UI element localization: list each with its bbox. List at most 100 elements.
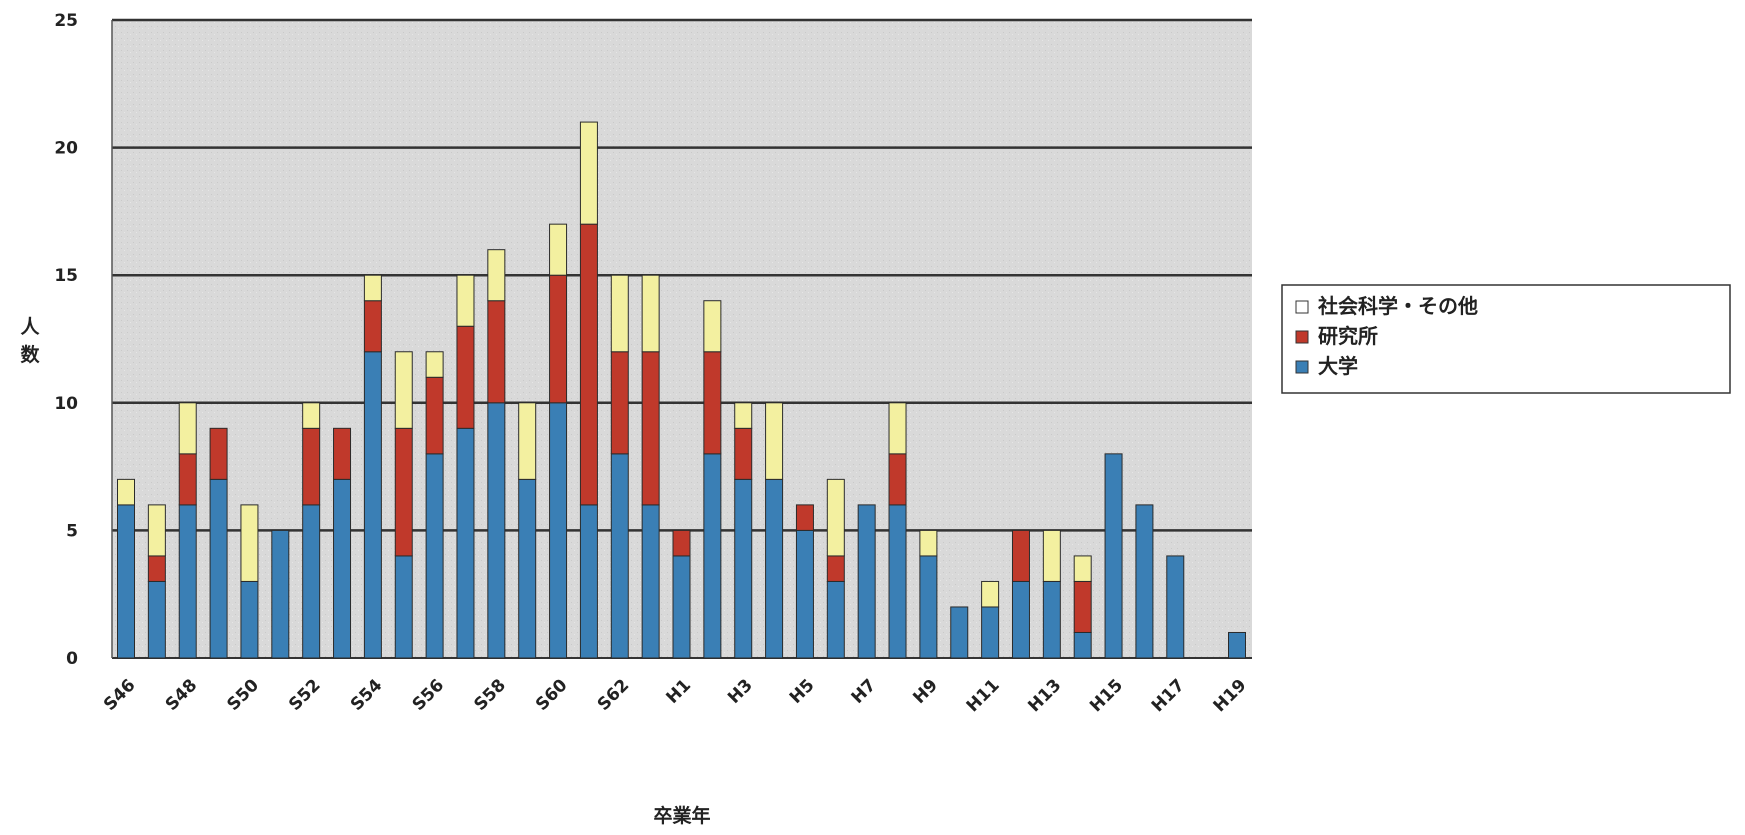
bar-segment-S59-s0: [518, 478, 537, 659]
bar-segment-H13-s2: [1042, 529, 1061, 582]
bar-segment-S53-s1: [333, 427, 352, 480]
x-axis-label: 卒業年: [653, 804, 710, 827]
bar-segment-S62-s1: [610, 351, 629, 455]
x-tick-label: S62: [594, 675, 634, 715]
bar-segment-S63-s1: [641, 351, 660, 506]
bar-segment-H5-s0: [795, 529, 814, 659]
x-tick-label: H5: [786, 675, 819, 708]
x-tick-label: H3: [724, 675, 757, 708]
bar-segment-H4-s2: [765, 402, 784, 480]
bar-segment-S48-s2: [178, 402, 197, 455]
bar-segment-H10-s0: [950, 606, 969, 659]
bar-segment-H14-s1: [1073, 580, 1092, 633]
bar-segment-S46-s0: [117, 504, 135, 659]
bar-segment-S56-s1: [425, 376, 444, 455]
bar-segment-H9-s2: [919, 529, 938, 557]
x-tick-label: H17: [1148, 675, 1189, 716]
bar-segment-H12-s0: [1011, 580, 1030, 659]
y-tick-label: 15: [54, 266, 78, 286]
bar-segment-S50-s2: [240, 504, 259, 582]
bar-segment-H1-s0: [672, 555, 691, 659]
bar-segment-H9-s0: [919, 555, 938, 659]
bar-segment-S61-s2: [579, 121, 598, 225]
bar-segment-H3-s2: [734, 402, 753, 429]
bar-segment-H2-s0: [703, 453, 722, 659]
y-tick-label: 20: [54, 139, 78, 159]
x-tick-label: S60: [532, 675, 572, 715]
bar-segment-S62-s0: [610, 453, 629, 659]
bar-segment-H14-s0: [1073, 631, 1092, 659]
x-tick-label: H7: [848, 675, 881, 708]
y-axis-ticks: 0 5 10 15 20 25: [54, 11, 78, 669]
bar-segment-H13-s0: [1042, 580, 1061, 659]
bar-segment-S59-s2: [518, 402, 537, 480]
bar-segment-S52-s2: [302, 402, 321, 429]
bar-segment-H8-s2: [888, 402, 907, 455]
x-tick-label: S50: [223, 675, 263, 715]
x-tick-label: S46: [100, 675, 140, 715]
bar-segment-H3-s1: [734, 427, 753, 480]
x-tick-label: H11: [963, 675, 1004, 716]
bar-segment-H11-s0: [981, 606, 1000, 659]
bar-segment-H8-s1: [888, 453, 907, 506]
bar-segment-S56-s2: [425, 351, 444, 378]
bar-segment-S57-s0: [456, 427, 475, 659]
bar-segment-H6-s2: [826, 478, 845, 557]
x-tick-label: H15: [1086, 675, 1127, 716]
bar-segment-S47-s1: [147, 555, 166, 582]
bar-segment-S48-s1: [178, 453, 197, 506]
bar-segment-H6-s1: [826, 555, 845, 582]
bar-segment-H15-s0: [1104, 453, 1123, 659]
legend-swatch: [1295, 330, 1309, 344]
bar-segment-S61-s0: [579, 504, 598, 659]
x-tick-label: H9: [909, 675, 942, 708]
bar-segment-H2-s2: [703, 300, 722, 353]
bar-segment-H2-s1: [703, 351, 722, 455]
bar-segment-S54-s1: [363, 300, 382, 353]
bar-segment-H17-s0: [1166, 555, 1185, 659]
y-tick-label: 25: [54, 11, 78, 31]
bar-segment-S49-s1: [209, 427, 228, 480]
bars: [117, 121, 1246, 659]
bar-segment-H16-s0: [1135, 504, 1154, 659]
bar-segment-S50-s0: [240, 580, 259, 659]
bar-segment-S61-s1: [579, 223, 598, 506]
x-tick-label: S48: [162, 675, 202, 715]
bar-segment-S54-s2: [363, 274, 382, 302]
bar-segment-H3-s0: [734, 478, 753, 659]
y-tick-label: 10: [54, 394, 78, 414]
y-tick-label: 0: [66, 649, 78, 669]
bar-segment-H7-s0: [857, 504, 876, 659]
bar-segment-H8-s0: [888, 504, 907, 659]
x-tick-label: H19: [1210, 675, 1251, 716]
bar-segment-S55-s1: [394, 427, 413, 557]
bar-segment-S49-s0: [209, 478, 228, 659]
x-tick-label: S56: [409, 675, 449, 715]
legend-swatch: [1295, 360, 1309, 374]
bar-segment-S63-s0: [641, 504, 660, 659]
y-axis-label: 人数: [20, 316, 40, 366]
bar-segment-S57-s2: [456, 274, 475, 327]
bar-segment-H12-s1: [1011, 529, 1030, 582]
bar-segment-S60-s1: [549, 274, 568, 404]
bar-segment-S47-s2: [147, 504, 166, 557]
bar-segment-H6-s0: [826, 580, 845, 659]
bar-segment-H11-s2: [981, 580, 1000, 608]
bar-segment-S60-s0: [549, 402, 568, 659]
x-tick-label: H13: [1024, 675, 1065, 716]
bar-segment-S57-s1: [456, 325, 475, 429]
x-axis-ticks: S46 S48 S50 S52 S54 S56 S58 S60 S62 H1 H3 H5 H7 H9 H11…: [100, 675, 1251, 716]
bar-segment-S52-s0: [302, 504, 321, 659]
bar-segment-S56-s0: [425, 453, 444, 659]
legend-label: 社会科学・その他: [1317, 294, 1478, 318]
legend-label: 大学: [1318, 354, 1358, 378]
bar-segment-S47-s0: [147, 580, 166, 659]
bar-segment-S48-s0: [178, 504, 197, 659]
x-tick-label: S52: [285, 675, 325, 715]
x-tick-label: S54: [347, 675, 387, 715]
bar-segment-S60-s2: [549, 223, 568, 276]
bar-segment-S46-s2: [117, 478, 135, 506]
bar-segment-S54-s0: [363, 351, 382, 659]
